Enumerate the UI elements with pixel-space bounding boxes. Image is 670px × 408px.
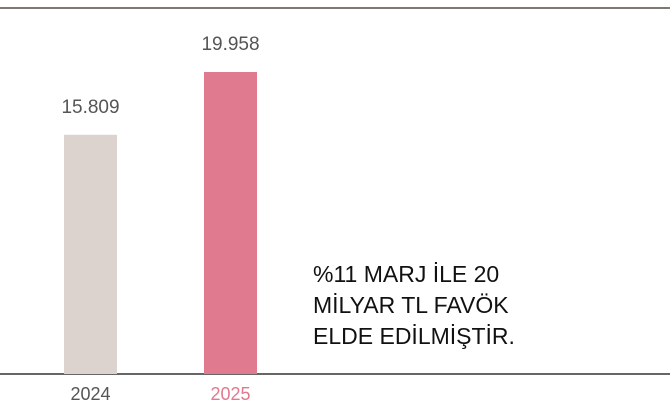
annotation: %11 MARJ İLE 20 bbox=[313, 261, 499, 287]
value-label: 15.809 bbox=[61, 97, 119, 118]
x-tick-label: 2024 bbox=[70, 384, 110, 404]
x-tick-label: 2025 bbox=[210, 384, 250, 404]
value-label: 19.958 bbox=[201, 34, 259, 55]
annotation: MİLYAR TL FAVÖK bbox=[313, 292, 509, 318]
annotation: ELDE EDİLMİŞTİR. bbox=[313, 323, 515, 349]
bar bbox=[204, 72, 257, 374]
bar bbox=[64, 134, 117, 374]
